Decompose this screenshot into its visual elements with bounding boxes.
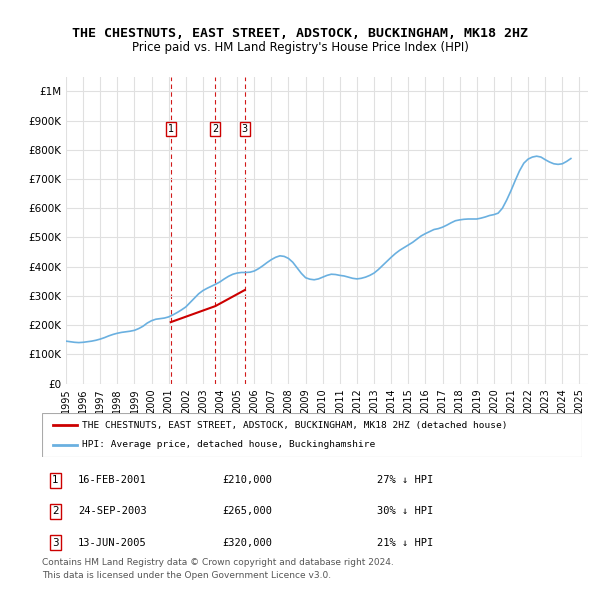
Text: 2: 2: [212, 124, 218, 135]
Text: Contains HM Land Registry data © Crown copyright and database right 2024.: Contains HM Land Registry data © Crown c…: [42, 558, 394, 566]
Text: 30% ↓ HPI: 30% ↓ HPI: [377, 506, 433, 516]
Text: 27% ↓ HPI: 27% ↓ HPI: [377, 476, 433, 486]
Text: THE CHESTNUTS, EAST STREET, ADSTOCK, BUCKINGHAM, MK18 2HZ: THE CHESTNUTS, EAST STREET, ADSTOCK, BUC…: [72, 27, 528, 40]
Text: £320,000: £320,000: [222, 537, 272, 548]
Text: THE CHESTNUTS, EAST STREET, ADSTOCK, BUCKINGHAM, MK18 2HZ (detached house): THE CHESTNUTS, EAST STREET, ADSTOCK, BUC…: [83, 421, 508, 430]
Text: 21% ↓ HPI: 21% ↓ HPI: [377, 537, 433, 548]
Text: 13-JUN-2005: 13-JUN-2005: [78, 537, 146, 548]
Text: 1: 1: [167, 124, 174, 135]
Text: 1: 1: [52, 476, 59, 486]
Text: 2: 2: [52, 506, 59, 516]
Text: 16-FEB-2001: 16-FEB-2001: [78, 476, 146, 486]
Text: 24-SEP-2003: 24-SEP-2003: [78, 506, 146, 516]
Text: This data is licensed under the Open Government Licence v3.0.: This data is licensed under the Open Gov…: [42, 571, 331, 579]
Text: 3: 3: [242, 124, 248, 135]
Text: 3: 3: [52, 537, 59, 548]
Text: Price paid vs. HM Land Registry's House Price Index (HPI): Price paid vs. HM Land Registry's House …: [131, 41, 469, 54]
Text: £210,000: £210,000: [222, 476, 272, 486]
Text: HPI: Average price, detached house, Buckinghamshire: HPI: Average price, detached house, Buck…: [83, 440, 376, 450]
Text: £265,000: £265,000: [222, 506, 272, 516]
